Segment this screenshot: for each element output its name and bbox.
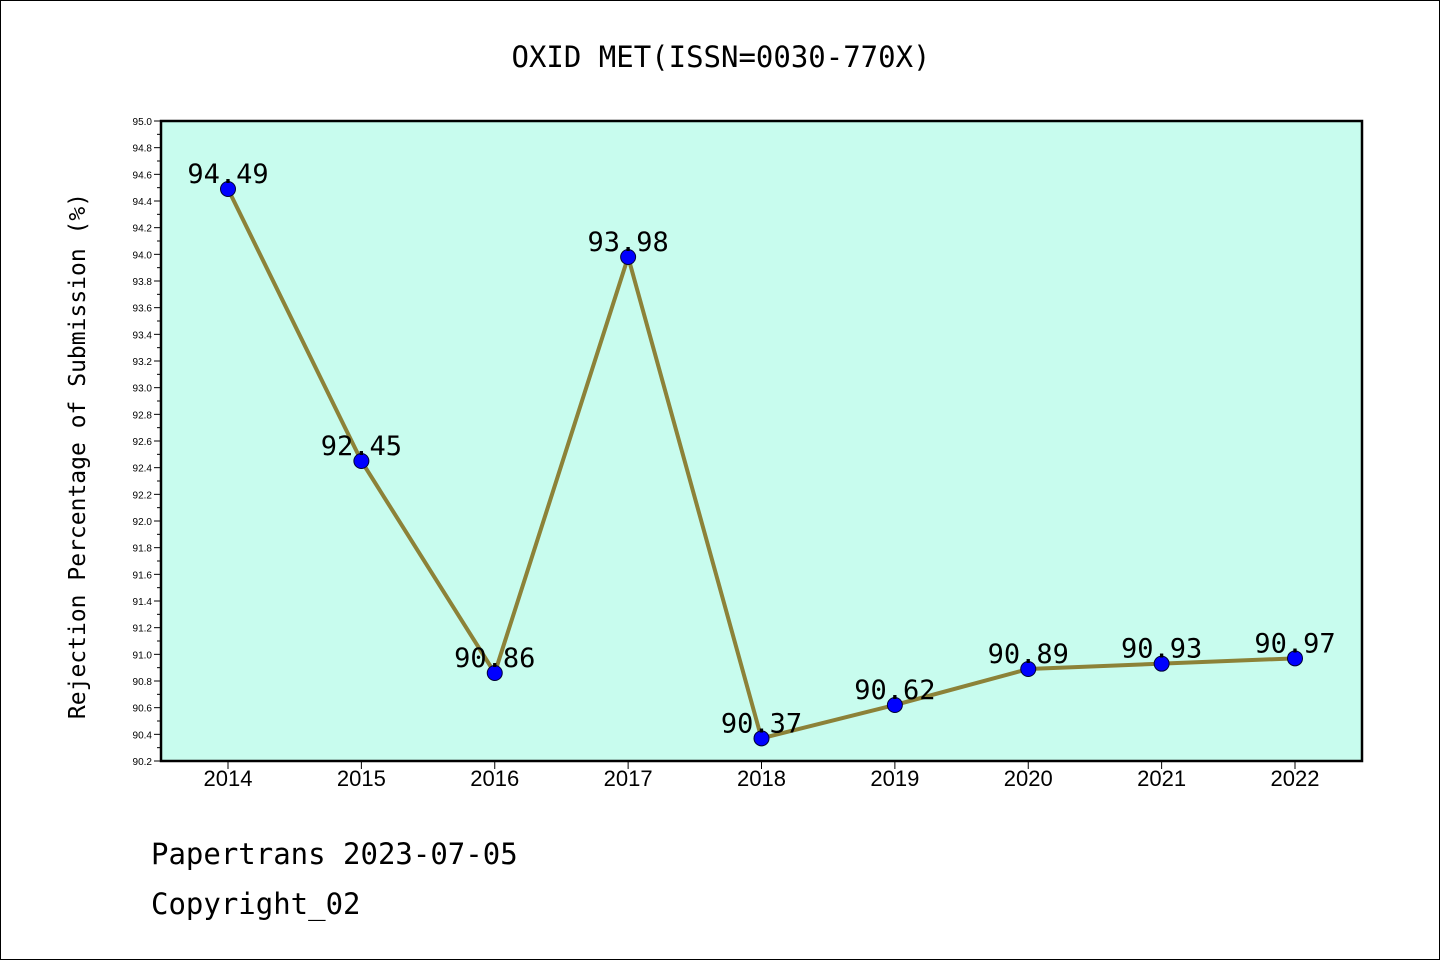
data-point-marker: [1153, 655, 1170, 672]
y-tick-label: 93.2: [133, 357, 153, 368]
y-tick-label: 93.8: [133, 277, 153, 288]
x-tick-label: 2019: [870, 766, 919, 791]
data-point-marker: [753, 730, 770, 747]
data-point-marker: [353, 453, 370, 469]
y-tick-label: 94.0: [133, 250, 153, 261]
y-tick-label: 92.0: [133, 517, 153, 528]
y-tick-label: 90.2: [133, 757, 153, 768]
data-point-marker: [620, 249, 637, 265]
x-tick-label: 2022: [1271, 766, 1320, 791]
data-label: 90.37: [721, 708, 802, 739]
y-tick-label: 91.0: [133, 650, 153, 661]
data-point-marker: [486, 665, 503, 681]
y-axis-ticks: 90.2 90.4 90.6 90.8 91.0 91.2 91.4 91.6 91.8 92.0…: [133, 117, 161, 768]
y-tick-label: 91.8: [133, 544, 153, 555]
y-tick-label: 91.2: [133, 624, 153, 635]
y-tick-label: 93.6: [133, 304, 153, 315]
data-point-marker: [1020, 661, 1037, 677]
data-point-marker: [886, 697, 903, 713]
x-tick-label: 2016: [470, 766, 519, 791]
y-tick-label: 92.8: [133, 410, 153, 421]
data-label: 93.98: [587, 227, 668, 258]
data-label: 90.62: [854, 675, 935, 706]
series-markers: [220, 181, 1303, 747]
x-tick-label: 2018: [737, 766, 786, 791]
y-tick-label: 90.6: [133, 704, 153, 715]
x-tick-label: 2021: [1137, 766, 1186, 791]
y-tick-label: 94.8: [133, 144, 153, 155]
data-label: 90.97: [1254, 628, 1335, 659]
y-tick-label: 90.4: [133, 730, 153, 741]
y-tick-label: 92.2: [133, 490, 153, 501]
y-tick-label: 94.2: [133, 224, 153, 235]
footer-date: Papertrans 2023-07-05: [151, 837, 518, 871]
x-tick-label: 2015: [337, 766, 386, 791]
y-tick-label: 93.4: [133, 330, 153, 341]
y-tick-label: 92.4: [133, 464, 153, 475]
y-tick-label: 94.4: [133, 197, 153, 208]
y-tick-label: 90.8: [133, 677, 153, 688]
data-label: 90.93: [1121, 634, 1202, 665]
chart-title: OXID MET(ISSN=0030-770X): [511, 40, 930, 74]
y-tick-label: 94.6: [133, 170, 153, 181]
x-tick-label: 2020: [1004, 766, 1053, 791]
y-tick-label: 91.4: [133, 597, 153, 608]
data-label: 94.49: [187, 159, 268, 190]
y-tick-label: 95.0: [133, 117, 153, 128]
footer-copyright: Copyright_02: [151, 887, 361, 921]
data-labels: 94.49 92.45 90.86 93.98 90.37 90.62 90.89 90.93…: [187, 159, 1335, 739]
data-label: 92.45: [321, 431, 402, 462]
y-tick-label: 92.6: [133, 437, 153, 448]
x-tick-label: 2014: [204, 766, 253, 791]
y-axis-label: Rejection Percentage of Submission (%): [65, 193, 91, 719]
y-tick-label: 91.6: [133, 570, 153, 581]
data-point-marker: [220, 181, 236, 197]
data-point-marker: [1287, 650, 1303, 667]
data-label: 90.86: [454, 643, 535, 674]
x-axis-ticks: 2014 2015 2016 2017 2018 2019 2020 2021 2022: [204, 761, 1320, 791]
plot-area: [159, 119, 1364, 763]
y-tick-label: 93.0: [133, 384, 153, 395]
x-tick-label: 2017: [604, 766, 653, 791]
data-label: 90.89: [988, 639, 1069, 670]
